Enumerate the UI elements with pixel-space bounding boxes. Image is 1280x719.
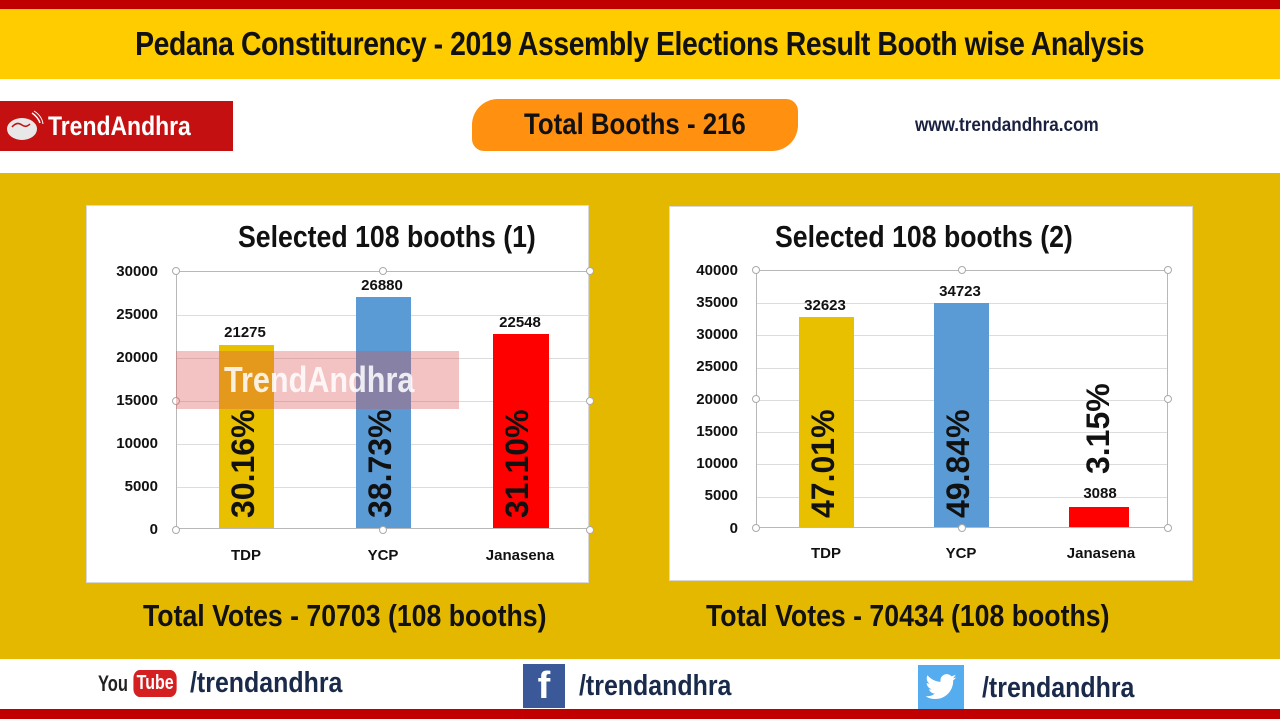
total-votes-1: Total Votes - 70703 (108 booths) [143, 598, 547, 633]
y-tick: 40000 [696, 262, 738, 279]
y-tick: 5000 [704, 487, 738, 504]
y-tick: 25000 [116, 306, 158, 323]
value-label-janasena: 22548 [499, 314, 541, 331]
pct-label-ycp: 38.73% [362, 409, 398, 518]
y-tick: 30000 [116, 263, 158, 280]
x-label-janasena: Janasena [485, 547, 555, 564]
x-label-ycp: YCP [367, 547, 399, 564]
chart-2-plot-area [756, 270, 1168, 528]
y-tick: 0 [149, 521, 158, 538]
social-footer: You Tube /trendandhra f /trendandhra /tr… [0, 659, 1280, 711]
y-tick: 25000 [696, 358, 738, 375]
y-tick: 20000 [116, 349, 158, 366]
twitter-icon [918, 665, 964, 711]
facebook-link[interactable]: f /trendandhra [523, 664, 756, 708]
pct-label-janasena: 31.10% [499, 409, 535, 518]
total-booths-badge: Total Booths - 216 [472, 99, 798, 151]
bar-ycp [356, 297, 411, 528]
twitter-link[interactable]: /trendandhra [918, 665, 1159, 711]
youtube-link[interactable]: You Tube /trendandhra [88, 667, 367, 700]
facebook-handle: /trendandhra [579, 669, 732, 702]
value-label-tdp: 32623 [804, 297, 846, 314]
y-tick: 15000 [696, 423, 738, 440]
twitter-handle: /trendandhra [982, 671, 1135, 704]
value-label-janasena: 3088 [1083, 485, 1117, 502]
bar-janasena [1069, 507, 1129, 527]
y-tick: 30000 [696, 326, 738, 343]
x-label-ycp: YCP [945, 545, 977, 562]
x-label-tdp: TDP [811, 545, 841, 562]
y-tick: 20000 [696, 391, 738, 408]
total-votes-2: Total Votes - 70434 (108 booths) [706, 598, 1110, 633]
bar-janasena [493, 334, 549, 528]
x-label-janasena: Janasena [1066, 545, 1136, 562]
page-title: Pedana Constiturency - 2019 Assembly Ele… [135, 25, 1145, 62]
logo-text: TrendAndhra [48, 110, 191, 141]
youtube-handle: /trendandhra [190, 667, 343, 699]
total-booths-text: Total Booths - 216 [524, 108, 746, 141]
bar-tdp [799, 317, 854, 527]
value-label-tdp: 21275 [224, 324, 266, 341]
pct-label-tdp: 47.01% [805, 409, 841, 518]
title-bar: Pedana Constiturency - 2019 Assembly Ele… [0, 9, 1280, 79]
y-tick: 35000 [696, 294, 738, 311]
website-link[interactable]: www.trendandhra.com [915, 115, 1099, 136]
y-tick: 5000 [124, 478, 158, 495]
watermark: TrendAndhra [176, 351, 459, 409]
value-label-ycp: 26880 [361, 277, 403, 294]
pct-label-ycp: 49.84% [940, 409, 976, 518]
y-tick: 10000 [116, 435, 158, 452]
x-label-tdp: TDP [231, 547, 261, 564]
pct-label-janasena: 3.15% [1080, 383, 1116, 474]
trendandhra-logo: TrendAndhra [0, 101, 233, 151]
chart-2-title: Selected 108 booths (2) [775, 219, 1073, 254]
bar-ycp [934, 303, 989, 527]
brand-row: TrendAndhra Total Booths - 216 www.trend… [0, 79, 1280, 173]
y-tick: 0 [729, 520, 738, 537]
top-red-stripe [0, 0, 1280, 9]
globe-icon [0, 106, 48, 146]
youtube-icon: You Tube [88, 670, 182, 697]
chart-1-title: Selected 108 booths (1) [238, 219, 536, 254]
y-tick: 10000 [696, 455, 738, 472]
pct-label-tdp: 30.16% [225, 409, 261, 518]
facebook-icon: f [523, 664, 565, 708]
y-tick: 15000 [116, 392, 158, 409]
bottom-red-stripe [0, 709, 1280, 719]
value-label-ycp: 34723 [939, 283, 981, 300]
bar-tdp [219, 345, 274, 528]
